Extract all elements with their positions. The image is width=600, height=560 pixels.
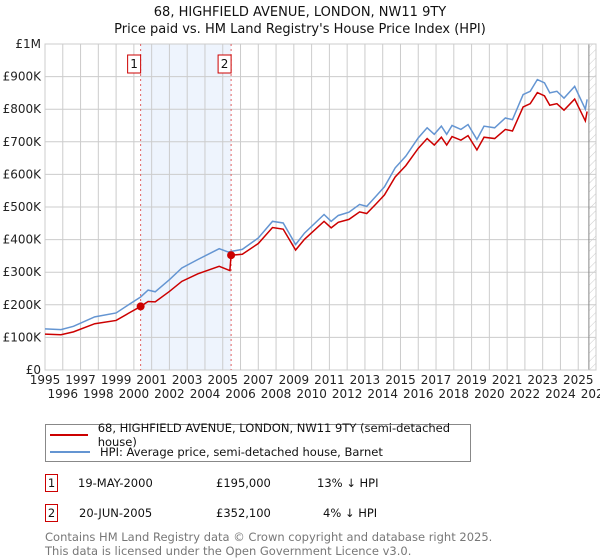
- x-tick-label: 2026: [581, 387, 600, 401]
- footer-copyright: Contains HM Land Registry data © Crown c…: [45, 530, 493, 544]
- x-tick-label: 1999: [101, 373, 132, 387]
- x-tick-label: 2000: [119, 387, 150, 401]
- y-tick-label: £300K: [3, 265, 43, 279]
- x-tick-label: 2022: [510, 387, 541, 401]
- x-tick-label: 1996: [48, 387, 79, 401]
- sale-point: [227, 251, 236, 260]
- x-tick-label: 2011: [314, 373, 345, 387]
- legend-item-property: 68, HIGHFIELD AVENUE, LONDON, NW11 9TY (…: [50, 421, 470, 449]
- x-tick-label: 2002: [154, 387, 185, 401]
- footer-licence: This data is licensed under the Open Gov…: [45, 544, 412, 558]
- chart-title: 68, HIGHFIELD AVENUE, LONDON, NW11 9TY: [154, 5, 446, 20]
- x-tick-label: 2010: [296, 387, 327, 401]
- sale-label-box: [127, 54, 142, 74]
- legend-item-hpi: HPI: Average price, semi-detached house,…: [50, 444, 383, 460]
- y-tick-label: £600K: [3, 167, 43, 181]
- sale-marker-badge: 1: [45, 474, 58, 492]
- sale-label: 1: [130, 57, 138, 71]
- x-tick-label: 2016: [403, 387, 434, 401]
- x-tick-label: 2015: [385, 373, 416, 387]
- x-tick-label: 2017: [421, 373, 452, 387]
- x-tick-label: 2024: [545, 387, 576, 401]
- x-tick-label: 2001: [136, 373, 167, 387]
- sale-hpi-diff: 13% ↓ HPI: [317, 476, 379, 490]
- x-tick-label: 1995: [30, 373, 61, 387]
- x-tick-label: 2019: [456, 373, 487, 387]
- x-tick-label: 1998: [83, 387, 114, 401]
- y-tick-label: £700K: [3, 135, 43, 149]
- x-tick-label: 2007: [243, 373, 274, 387]
- x-tick-label: 2006: [225, 387, 256, 401]
- x-tick-label: 2025: [563, 373, 594, 387]
- legend-label: HPI: Average price, semi-detached house,…: [100, 445, 383, 459]
- x-tick-label: 2004: [190, 387, 221, 401]
- sale-hpi-diff: 4% ↓ HPI: [323, 506, 378, 520]
- plot-border: [44, 43, 597, 371]
- x-tick-label: 2020: [474, 387, 505, 401]
- sale-label: 2: [221, 57, 229, 71]
- blue-line-swatch: [50, 451, 90, 453]
- chart-subtitle: Price paid vs. HM Land Registry's House …: [114, 22, 486, 37]
- y-tick-label: £1M: [15, 37, 41, 51]
- x-tick-label: 2013: [350, 373, 381, 387]
- x-tick-label: 1997: [65, 373, 96, 387]
- sale-price: £195,000: [216, 476, 271, 490]
- x-tick-label: 2021: [492, 373, 523, 387]
- sale-price: £352,100: [216, 506, 271, 520]
- sale-row: 2 20-JUN-2005 £352,100 4% ↓ HPI: [45, 504, 445, 524]
- sale-row: 1 19-MAY-2000 £195,000 13% ↓ HPI: [45, 474, 445, 494]
- x-tick-label: 2014: [367, 387, 398, 401]
- y-tick-label: £900K: [3, 70, 43, 84]
- x-tick-label: 2018: [439, 387, 470, 401]
- sale-point: [136, 302, 145, 311]
- hpi-line: [44, 78, 588, 331]
- price-paid-line: [44, 91, 588, 336]
- x-tick-label: 2012: [332, 387, 363, 401]
- x-tick-label: 2005: [207, 373, 238, 387]
- x-tick-label: 2008: [261, 387, 292, 401]
- x-tick-label: 2009: [279, 373, 310, 387]
- y-tick-label: £0: [26, 363, 41, 377]
- sale-marker-badge: 2: [45, 504, 58, 522]
- sale-date: 20-JUN-2005: [79, 506, 153, 520]
- red-line-swatch: [50, 434, 88, 436]
- y-tick-label: £200K: [3, 298, 43, 312]
- y-tick-label: £400K: [3, 233, 43, 247]
- x-tick-label: 2003: [172, 373, 203, 387]
- x-tick-label: 2023: [527, 373, 558, 387]
- price-chart: 68, HIGHFIELD AVENUE, LONDON, NW11 9TY P…: [3, 5, 600, 401]
- y-tick-label: £100K: [3, 330, 43, 344]
- y-tick-label: £500K: [3, 200, 43, 214]
- legend-label: 68, HIGHFIELD AVENUE, LONDON, NW11 9TY (…: [97, 421, 451, 449]
- y-tick-label: £800K: [3, 102, 43, 116]
- sale-label-box: [217, 54, 232, 74]
- sale-date: 19-MAY-2000: [78, 476, 153, 490]
- legend: 68, HIGHFIELD AVENUE, LONDON, NW11 9TY (…: [45, 421, 471, 462]
